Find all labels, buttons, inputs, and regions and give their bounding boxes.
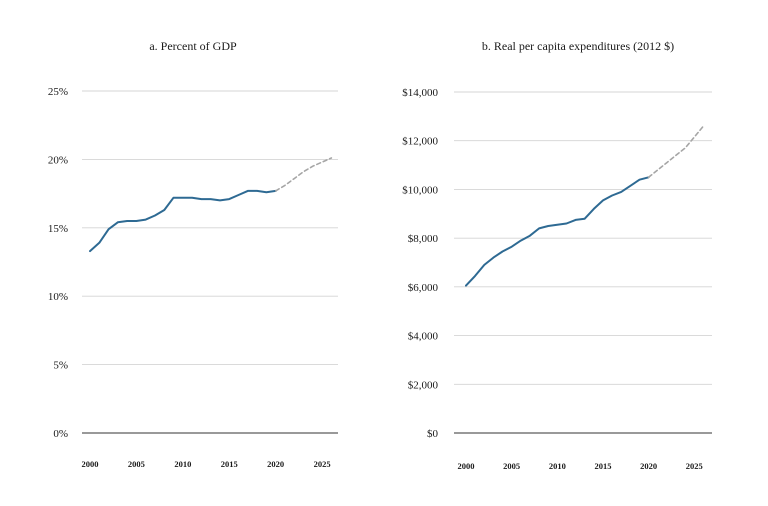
y-tick-label: $2,000 xyxy=(408,379,439,391)
x-tick-label: 2005 xyxy=(128,459,145,469)
x-tick-label: 2020 xyxy=(640,461,657,471)
actual-series-line xyxy=(465,176,650,287)
x-tick-label: 2000 xyxy=(82,459,99,469)
y-tick-label: $10,000 xyxy=(402,184,438,196)
projected-series-line xyxy=(274,157,333,192)
y-tick-label: 5% xyxy=(53,360,68,372)
x-tick-label: 2010 xyxy=(549,461,566,471)
chart-title: b. Real per capita expenditures (2012 $) xyxy=(482,39,674,53)
x-tick-label: 2025 xyxy=(686,461,703,471)
x-tick-label: 2025 xyxy=(314,459,331,469)
projected-series-line xyxy=(647,125,705,179)
y-tick-label: $4,000 xyxy=(408,331,439,343)
y-tick-label: 20% xyxy=(48,154,68,166)
y-tick-label: 15% xyxy=(48,223,68,235)
x-tick-label: 2010 xyxy=(174,459,191,469)
x-tick-label: 2020 xyxy=(267,459,284,469)
y-tick-label: $0 xyxy=(427,428,439,440)
y-tick-label: $12,000 xyxy=(402,136,438,148)
y-tick-label: 25% xyxy=(48,86,68,98)
y-tick-label: 0% xyxy=(53,428,68,440)
y-tick-label: 10% xyxy=(48,291,68,303)
y-tick-label: $6,000 xyxy=(408,282,439,294)
x-tick-label: 2005 xyxy=(503,461,520,471)
x-tick-label: 2015 xyxy=(221,459,238,469)
chart-title: a. Percent of GDP xyxy=(149,39,237,53)
x-tick-label: 2000 xyxy=(458,461,475,471)
x-tick-label: 2015 xyxy=(594,461,611,471)
y-tick-label: $14,000 xyxy=(402,87,438,99)
y-tick-label: $8,000 xyxy=(408,233,439,245)
actual-series-line xyxy=(89,189,277,253)
